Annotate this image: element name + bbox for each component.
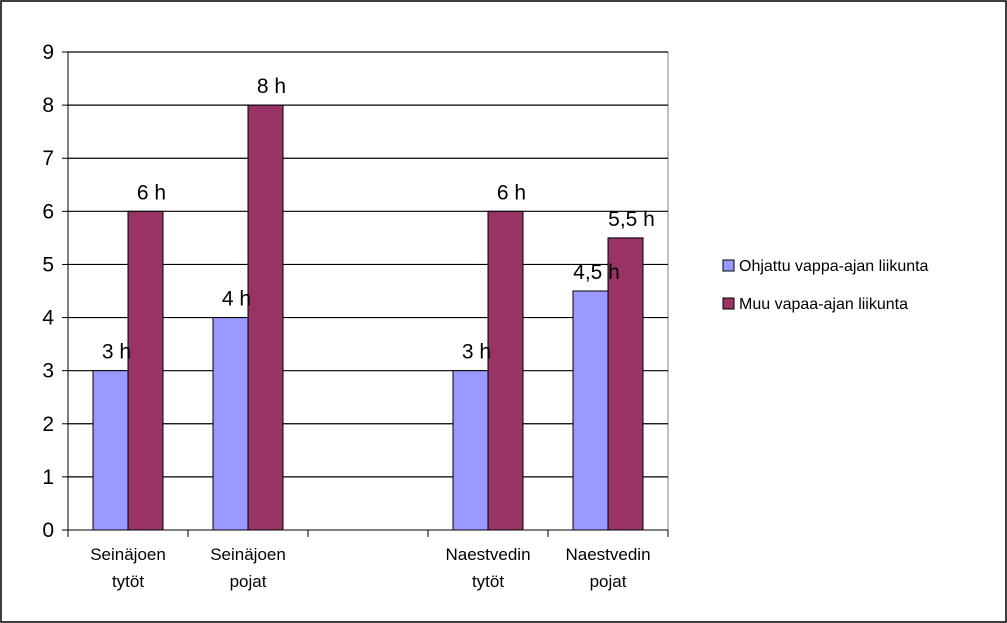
y-tick-label: 2 bbox=[42, 413, 54, 436]
x-category-label: tytöt bbox=[472, 572, 504, 591]
x-category-label: Seinäjoen bbox=[210, 545, 286, 564]
legend-swatch bbox=[722, 297, 735, 310]
x-category-label: Naestvedin bbox=[565, 545, 650, 564]
y-tick-label: 3 bbox=[42, 360, 54, 383]
plot-area bbox=[67, 51, 669, 531]
data-label: 3 h bbox=[462, 341, 491, 364]
y-tick-label: 4 bbox=[42, 307, 54, 330]
y-tick-label: 6 bbox=[42, 200, 54, 223]
bar-series-1 bbox=[247, 104, 284, 531]
x-category-label: Naestvedin bbox=[445, 545, 530, 564]
data-label: 5,5 h bbox=[608, 208, 655, 231]
y-tick-label: 9 bbox=[42, 41, 54, 64]
data-label: 8 h bbox=[257, 75, 286, 98]
legend-label: Muu vapaa-ajan liikunta bbox=[739, 296, 908, 313]
x-category-label: Seinäjoen bbox=[90, 545, 166, 564]
data-labels: 3 h 6 h 4 h 8 h 3 h 6 h 4,5 h 5,5 h bbox=[102, 75, 655, 364]
data-label: 6 h bbox=[137, 181, 166, 204]
data-label: 3 h bbox=[102, 341, 131, 364]
bars bbox=[92, 104, 644, 531]
bar-series-1 bbox=[127, 210, 164, 531]
x-category-label: pojat bbox=[230, 572, 267, 591]
y-axis-tick-labels: 0 1 2 3 4 5 6 7 8 9 bbox=[42, 41, 54, 542]
bar-series-0 bbox=[452, 370, 489, 531]
y-tick-label: 5 bbox=[42, 253, 54, 276]
legend-swatch bbox=[722, 259, 735, 272]
x-category-label: tytöt bbox=[112, 572, 144, 591]
bar-series-0 bbox=[572, 290, 609, 531]
bar-series-1 bbox=[607, 237, 644, 531]
bar-series-0 bbox=[212, 317, 249, 531]
bar-series-1 bbox=[487, 210, 524, 531]
data-label: 6 h bbox=[497, 181, 526, 204]
y-tick-label: 0 bbox=[42, 519, 54, 542]
y-tick-label: 8 bbox=[42, 94, 54, 117]
bar-series-0 bbox=[92, 370, 129, 531]
legend: Ohjattu vappa-ajan liikunta Muu vapaa-aja… bbox=[722, 258, 929, 313]
y-tick-label: 7 bbox=[42, 147, 54, 170]
gridlines bbox=[68, 51, 668, 478]
x-category-label: pojat bbox=[590, 572, 627, 591]
y-tick-label: 1 bbox=[42, 466, 54, 489]
data-label: 4,5 h bbox=[573, 261, 620, 284]
legend-label: Ohjattu vappa-ajan liikunta bbox=[739, 258, 929, 275]
x-axis-category-labels: Seinäjoen tytöt Seinäjoen pojat Naestvedin ty… bbox=[90, 545, 650, 591]
data-label: 4 h bbox=[222, 288, 251, 311]
axes bbox=[62, 51, 669, 537]
